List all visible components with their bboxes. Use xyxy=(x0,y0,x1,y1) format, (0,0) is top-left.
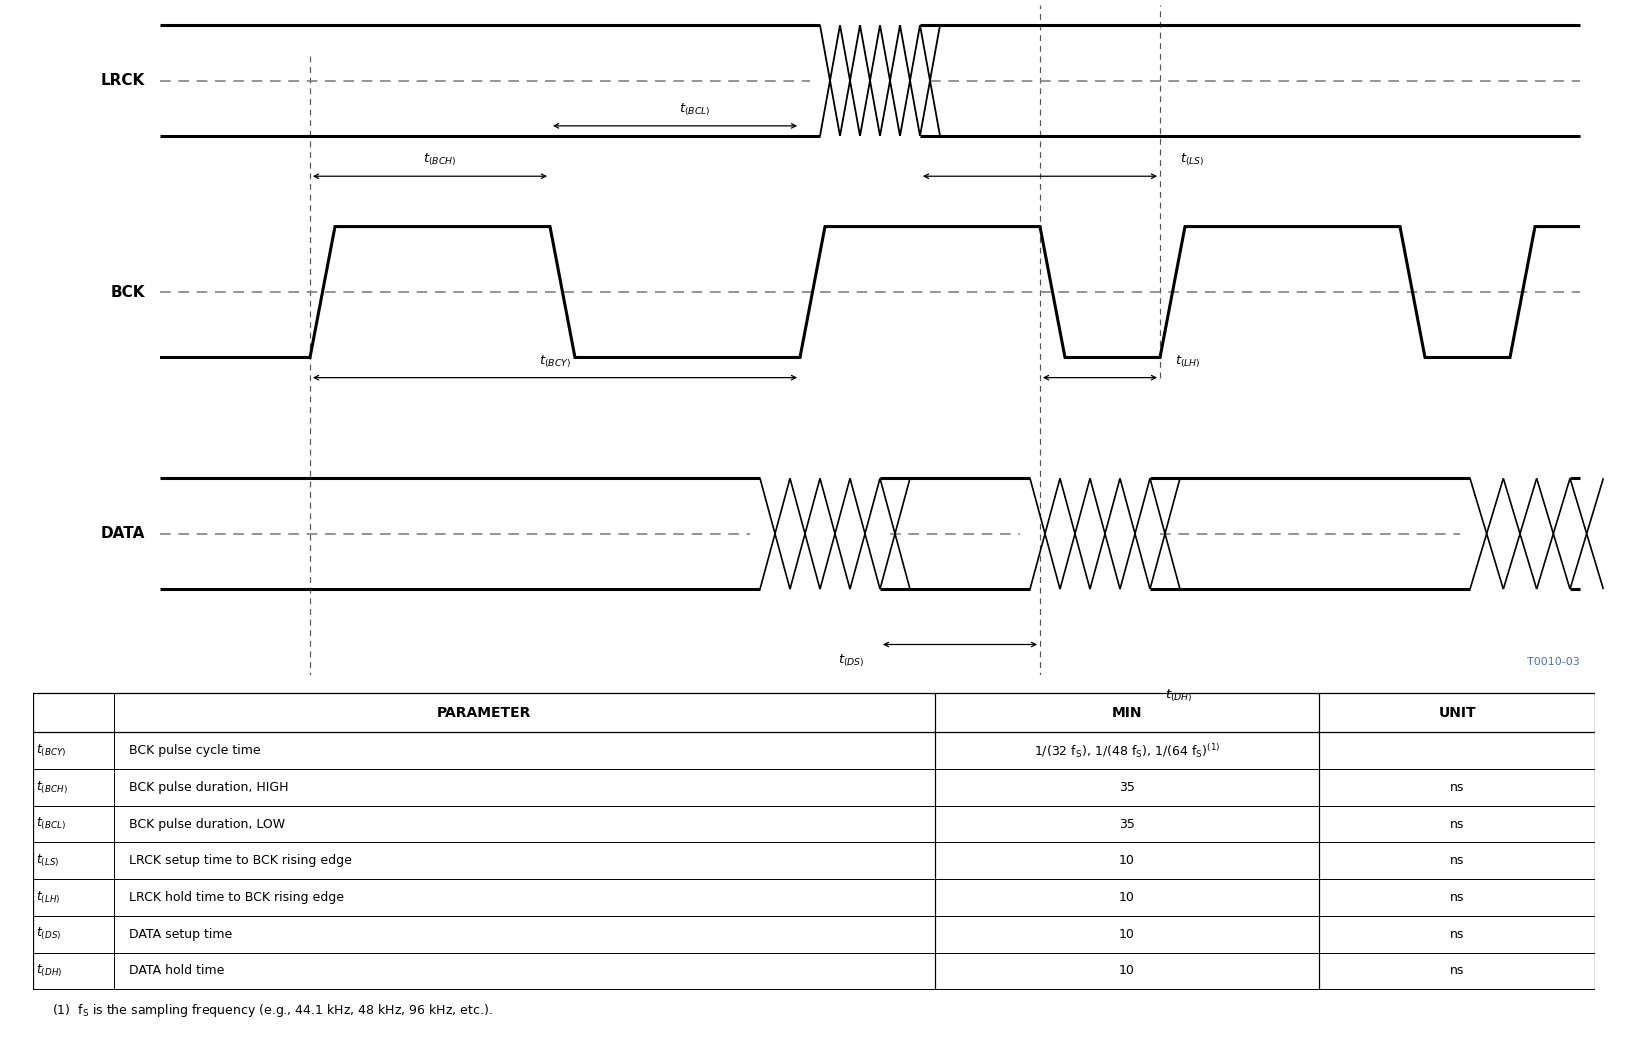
Text: DATA: DATA xyxy=(101,526,145,541)
Text: BCK pulse cycle time: BCK pulse cycle time xyxy=(129,744,260,758)
Text: BCK: BCK xyxy=(111,284,145,300)
Text: $t_{(LS)}$: $t_{(LS)}$ xyxy=(36,852,60,869)
Text: 10: 10 xyxy=(1118,964,1135,978)
Text: $t_{(LH)}$: $t_{(LH)}$ xyxy=(36,890,60,906)
Text: ns: ns xyxy=(1451,854,1465,868)
Text: BCK pulse duration, HIGH: BCK pulse duration, HIGH xyxy=(129,781,288,794)
Text: $t_{(BCL)}$: $t_{(BCL)}$ xyxy=(679,102,711,118)
Text: $t_{(BCH)}$: $t_{(BCH)}$ xyxy=(36,780,68,796)
Text: ns: ns xyxy=(1451,818,1465,830)
Text: (1)  f$_\mathregular{S}$ is the sampling frequency (e.g., 44.1 kHz, 48 kHz, 96 k: (1) f$_\mathregular{S}$ is the sampling … xyxy=(52,1002,493,1018)
Text: LRCK: LRCK xyxy=(101,73,145,88)
Text: ns: ns xyxy=(1451,891,1465,904)
Text: $t_{(BCL)}$: $t_{(BCL)}$ xyxy=(36,816,67,832)
Text: $t_{(BCY)}$: $t_{(BCY)}$ xyxy=(539,353,571,370)
Text: LRCK hold time to BCK rising edge: LRCK hold time to BCK rising edge xyxy=(129,891,344,904)
Text: $t_{(DH)}$: $t_{(DH)}$ xyxy=(36,962,63,979)
Text: DATA setup time: DATA setup time xyxy=(129,928,231,940)
Text: 1/(32 f$_\mathregular{S}$), 1/(48 f$_\mathregular{S}$), 1/(64 f$_\mathregular{S}: 1/(32 f$_\mathregular{S}$), 1/(48 f$_\ma… xyxy=(1034,742,1219,760)
Text: DATA hold time: DATA hold time xyxy=(129,964,225,978)
Text: ns: ns xyxy=(1451,781,1465,794)
Text: 10: 10 xyxy=(1118,854,1135,868)
Text: 10: 10 xyxy=(1118,928,1135,940)
Text: $t_{(LS)}$: $t_{(LS)}$ xyxy=(1180,152,1205,168)
Text: LRCK setup time to BCK rising edge: LRCK setup time to BCK rising edge xyxy=(129,854,352,868)
Text: BCK pulse duration, LOW: BCK pulse duration, LOW xyxy=(129,818,285,830)
Text: $t_{(BCH)}$: $t_{(BCH)}$ xyxy=(423,152,457,168)
Text: $t_{(DS)}$: $t_{(DS)}$ xyxy=(838,653,864,668)
Text: MIN: MIN xyxy=(1112,706,1143,719)
Text: 35: 35 xyxy=(1118,818,1135,830)
Text: $t_{(LH)}$: $t_{(LH)}$ xyxy=(1175,353,1201,370)
Text: 35: 35 xyxy=(1118,781,1135,794)
Text: $t_{(DS)}$: $t_{(DS)}$ xyxy=(36,926,62,943)
Text: UNIT: UNIT xyxy=(1439,706,1477,719)
Text: 10: 10 xyxy=(1118,891,1135,904)
Text: T0010-03: T0010-03 xyxy=(1527,657,1581,666)
Text: ns: ns xyxy=(1451,964,1465,978)
Text: PARAMETER: PARAMETER xyxy=(436,706,531,719)
Text: $t_{(BCY)}$: $t_{(BCY)}$ xyxy=(36,742,67,759)
Text: ns: ns xyxy=(1451,928,1465,940)
Text: $t_{(DH)}$: $t_{(DH)}$ xyxy=(1166,688,1193,704)
